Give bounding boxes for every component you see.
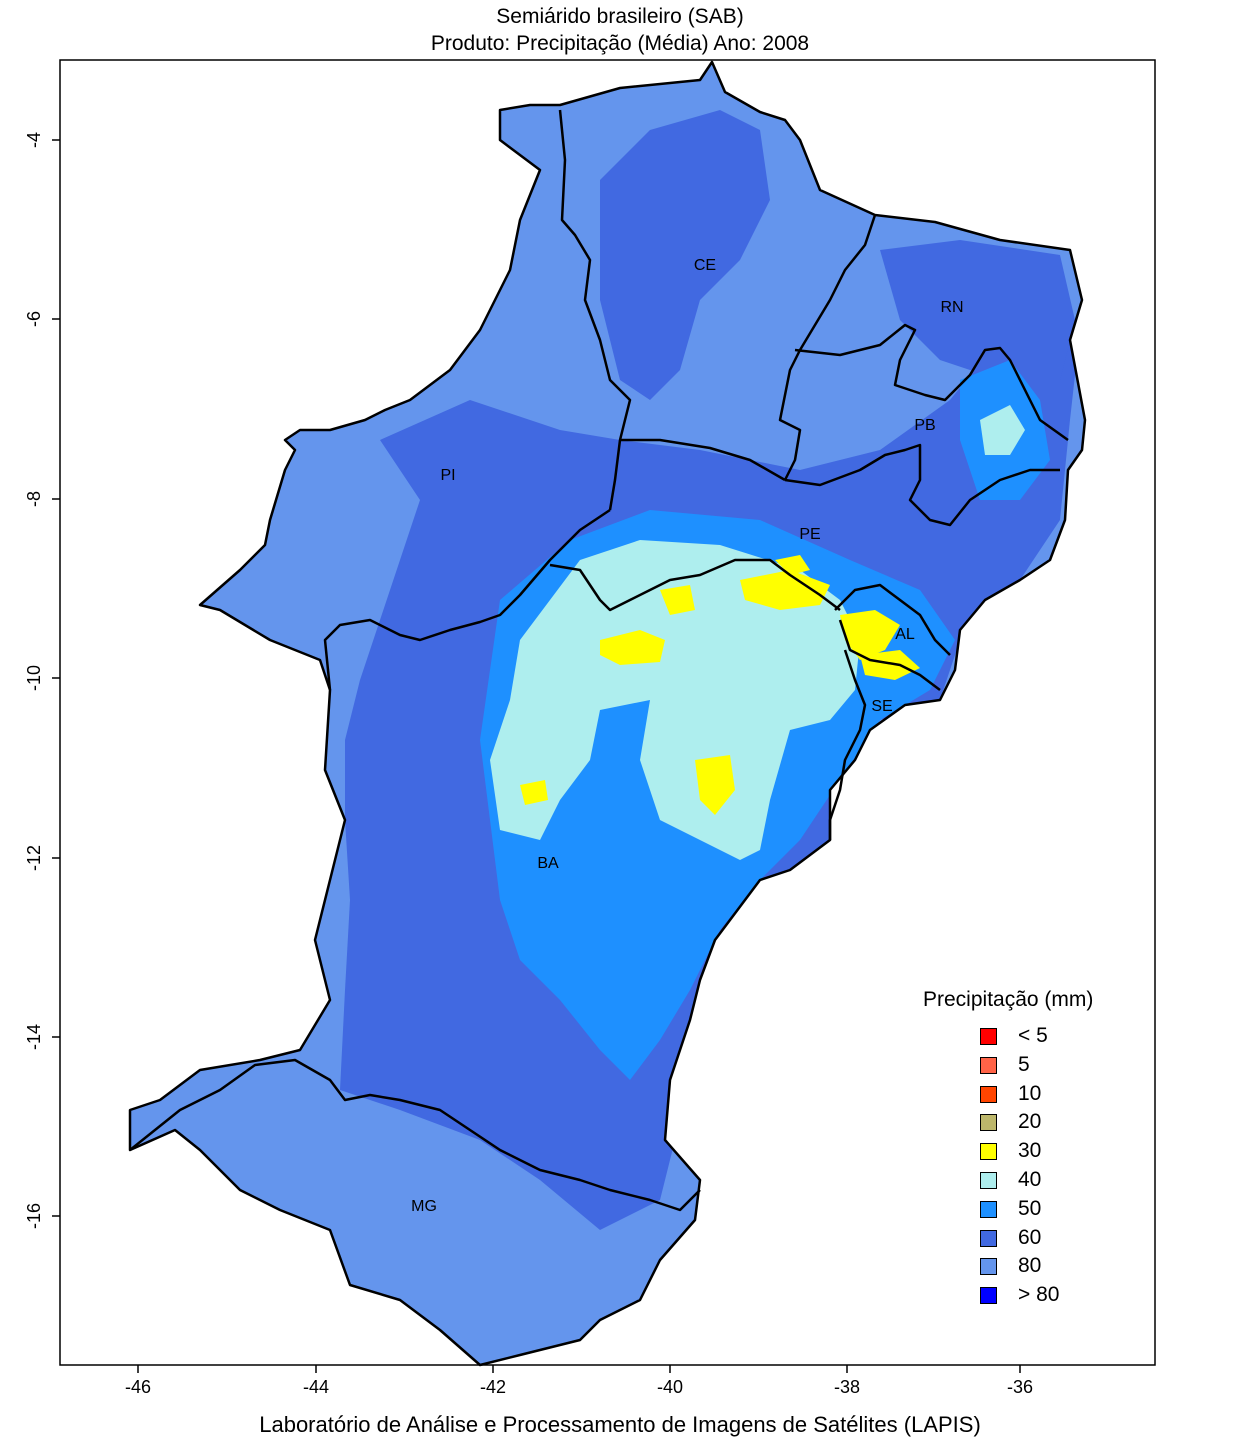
state-label-rn: RN	[940, 299, 963, 316]
legend-item: 60	[915, 1226, 1135, 1255]
state-label-pe: PE	[799, 526, 820, 543]
y-tick-label: -4	[24, 132, 44, 148]
boundary-ce-pi	[558, 109, 632, 511]
legend-item: 80	[915, 1254, 1135, 1283]
legend-label: > 80	[1018, 1283, 1060, 1307]
x-tick-label: -38	[834, 1377, 860, 1397]
legend-item: 50	[915, 1197, 1135, 1226]
y-tick-label: -16	[24, 1203, 44, 1229]
x-axis-labels: -46 -44 -42 -40 -38 -36	[125, 1377, 1033, 1397]
y-tick-label: -10	[24, 665, 44, 691]
legend-label: 80	[1018, 1254, 1042, 1278]
boundary-pi-ba	[323, 508, 611, 691]
legend-swatch	[980, 1229, 997, 1247]
state-label-pi: PI	[440, 467, 455, 484]
class-60-northeast	[880, 240, 1075, 380]
class-60-north	[600, 110, 770, 400]
legend-label: < 5	[1018, 1024, 1048, 1047]
plot-frame	[59, 59, 1156, 1366]
map-subtitle: Produto: Precipitação (Média) Ano: 2008	[430, 32, 810, 55]
state-label-ba: BA	[537, 855, 559, 872]
x-tick-label: -44	[303, 1377, 329, 1397]
boundary-se-ba	[828, 649, 867, 840]
state-label-se: SE	[871, 698, 892, 715]
y-axis-labels: -4 -6 -8 -10 -12 -14 -16	[24, 132, 44, 1229]
boundary-ce-rn-pb	[778, 214, 877, 481]
x-tick-label: -40	[657, 1377, 683, 1397]
legend-label: 20	[1018, 1110, 1042, 1134]
class-30-patch-7	[660, 585, 695, 615]
footer-credit: Laboratório de Análise e Processamento d…	[259, 1412, 981, 1437]
legend-swatch	[980, 1143, 997, 1161]
boundary-al-se	[838, 619, 941, 691]
map-title: Semiárido brasileiro (SAB)	[496, 5, 744, 28]
legend-label: 5	[1018, 1052, 1030, 1076]
state-label-ce: CE	[694, 257, 716, 274]
boundary-pb-pe	[784, 443, 1060, 527]
legend-item: 20	[915, 1110, 1135, 1139]
legend-label: 40	[1018, 1167, 1042, 1191]
legend-label: 50	[1018, 1196, 1042, 1220]
legend-swatch	[980, 1200, 997, 1218]
legend-swatch	[980, 1085, 997, 1103]
class-30-patch-8	[775, 555, 810, 575]
state-label-pb: PB	[914, 417, 935, 434]
legend: Precipitação (mm) < 5 5 10 20 30 40 50 60 80 > 80	[915, 988, 1135, 1312]
legend-item: > 80	[915, 1283, 1135, 1312]
state-label-mg: MG	[411, 1198, 437, 1215]
x-tick-label: -46	[125, 1377, 151, 1397]
boundary-pe-ba	[549, 558, 841, 612]
class-30-patch-1	[600, 630, 665, 665]
legend-label: 30	[1018, 1139, 1042, 1163]
legend-swatch	[980, 1287, 997, 1305]
legend-item: 10	[915, 1082, 1135, 1111]
class-40-east	[980, 405, 1025, 455]
class-40-area	[490, 540, 860, 860]
state-label-al: AL	[895, 626, 915, 643]
x-tick-label: -42	[480, 1377, 506, 1397]
x-axis	[137, 1365, 1021, 1373]
y-tick-label: -14	[24, 1024, 44, 1050]
legend-item: 40	[915, 1168, 1135, 1197]
legend-label: 10	[1018, 1081, 1042, 1105]
y-axis	[52, 139, 60, 1217]
class-30-patch-6	[520, 780, 548, 805]
boundary-pe-al	[834, 583, 951, 656]
legend-item: 5	[915, 1053, 1135, 1082]
state-boundaries	[128, 60, 1087, 1367]
boundary-ce-pe	[620, 438, 786, 482]
class-30-patch-5	[695, 755, 735, 815]
class-30-patch-4	[860, 650, 920, 680]
legend-swatch	[980, 1028, 997, 1045]
y-tick-label: -12	[24, 845, 44, 871]
legend-label: 60	[1018, 1225, 1042, 1249]
x-tick-label: -36	[1007, 1377, 1033, 1397]
legend-items: < 5 5 10 20 30 40 50 60 80 > 80	[915, 1024, 1135, 1312]
legend-swatch	[980, 1056, 997, 1074]
legend-item: 30	[915, 1139, 1135, 1168]
legend-swatch	[980, 1258, 997, 1276]
legend-swatch	[980, 1114, 997, 1132]
class-30-patch-2	[740, 570, 830, 610]
legend-swatch	[980, 1171, 997, 1189]
legend-item: < 5	[915, 1024, 1135, 1053]
y-tick-label: -8	[24, 491, 44, 507]
y-tick-label: -6	[24, 311, 44, 327]
boundary-ba-mg	[129, 1058, 701, 1212]
boundary-rn-pb	[794, 323, 1069, 442]
state-labels: CE RN PB PI PE AL SE BA MG	[411, 257, 963, 1215]
class-30-patch-3	[840, 610, 900, 660]
legend-title: Precipitação (mm)	[923, 988, 1094, 1011]
